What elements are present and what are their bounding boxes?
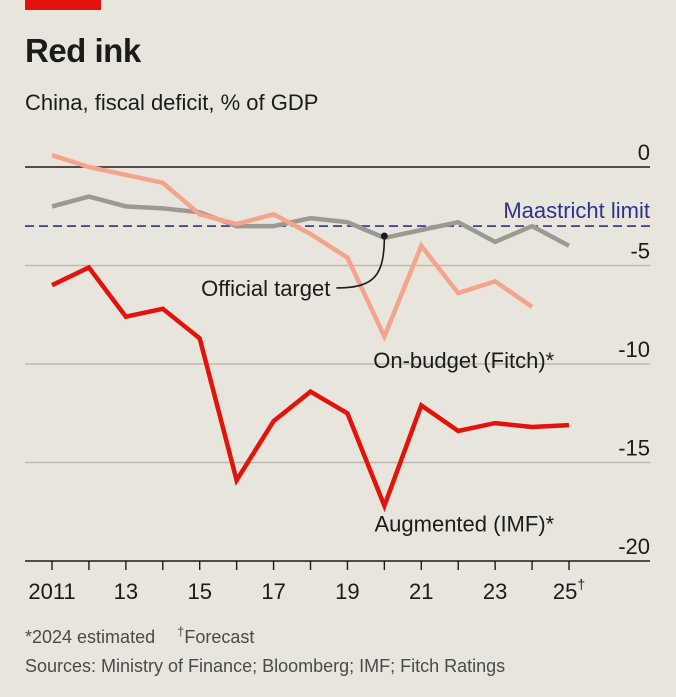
- y-tick-label: -20: [618, 534, 650, 559]
- official-target-label: Official target: [201, 276, 330, 301]
- sources-note: Sources: Ministry of Finance; Bloomberg;…: [25, 656, 506, 676]
- chart-title: Red ink: [25, 32, 141, 69]
- x-tick-label: 19: [335, 579, 359, 604]
- maastricht-limit-label: Maastricht limit: [503, 198, 650, 223]
- series-line: [51, 194, 571, 248]
- chart-subtitle: China, fiscal deficit, % of GDP: [25, 90, 319, 115]
- reference-layer: Maastricht limit: [25, 198, 650, 227]
- x-axis: 2011 13 15 17 19 21 23 25†: [28, 561, 585, 604]
- y-tick-label: -5: [630, 239, 650, 264]
- grid-layer: [25, 166, 650, 562]
- y-axis-labels: 0 -5 -10 -15 -20: [618, 140, 650, 559]
- y-tick-label: -15: [618, 436, 650, 461]
- accent-bar: [25, 0, 101, 10]
- x-tick-label: 17: [261, 579, 285, 604]
- estimated-note: *2024 estimated: [25, 627, 156, 647]
- y-tick-label: -10: [618, 337, 650, 362]
- fitch-series-label: On-budget (Fitch)*: [373, 348, 554, 373]
- series-layer: [51, 153, 571, 513]
- footnote: *2024 estimated †Forecast: [25, 624, 254, 648]
- x-tick-label: 2011: [28, 579, 75, 604]
- x-tick-label: 23: [483, 579, 507, 604]
- series-line: [51, 264, 570, 513]
- forecast-note: Forecast: [184, 627, 255, 647]
- x-tick-label: 15: [187, 579, 211, 604]
- line-chart: 0 -5 -10 -15 -20 Maastricht limit Official t…: [25, 140, 650, 604]
- y-tick-label: 0: [638, 140, 650, 165]
- official-target-marker: [380, 232, 388, 240]
- official-target-leader: [336, 235, 386, 289]
- forecast-mark: †: [177, 624, 185, 639]
- forecast-mark: †: [577, 576, 585, 592]
- x-tick-label: 13: [114, 579, 138, 604]
- imf-series-label: Augmented (IMF)*: [374, 511, 554, 536]
- annotation-layer: Official target: [201, 232, 388, 301]
- series-labels: On-budget (Fitch)* Augmented (IMF)*: [373, 348, 554, 537]
- x-tick-label: 21: [409, 579, 433, 604]
- x-tick-label: 25†: [553, 576, 585, 604]
- series-line: [51, 153, 534, 343]
